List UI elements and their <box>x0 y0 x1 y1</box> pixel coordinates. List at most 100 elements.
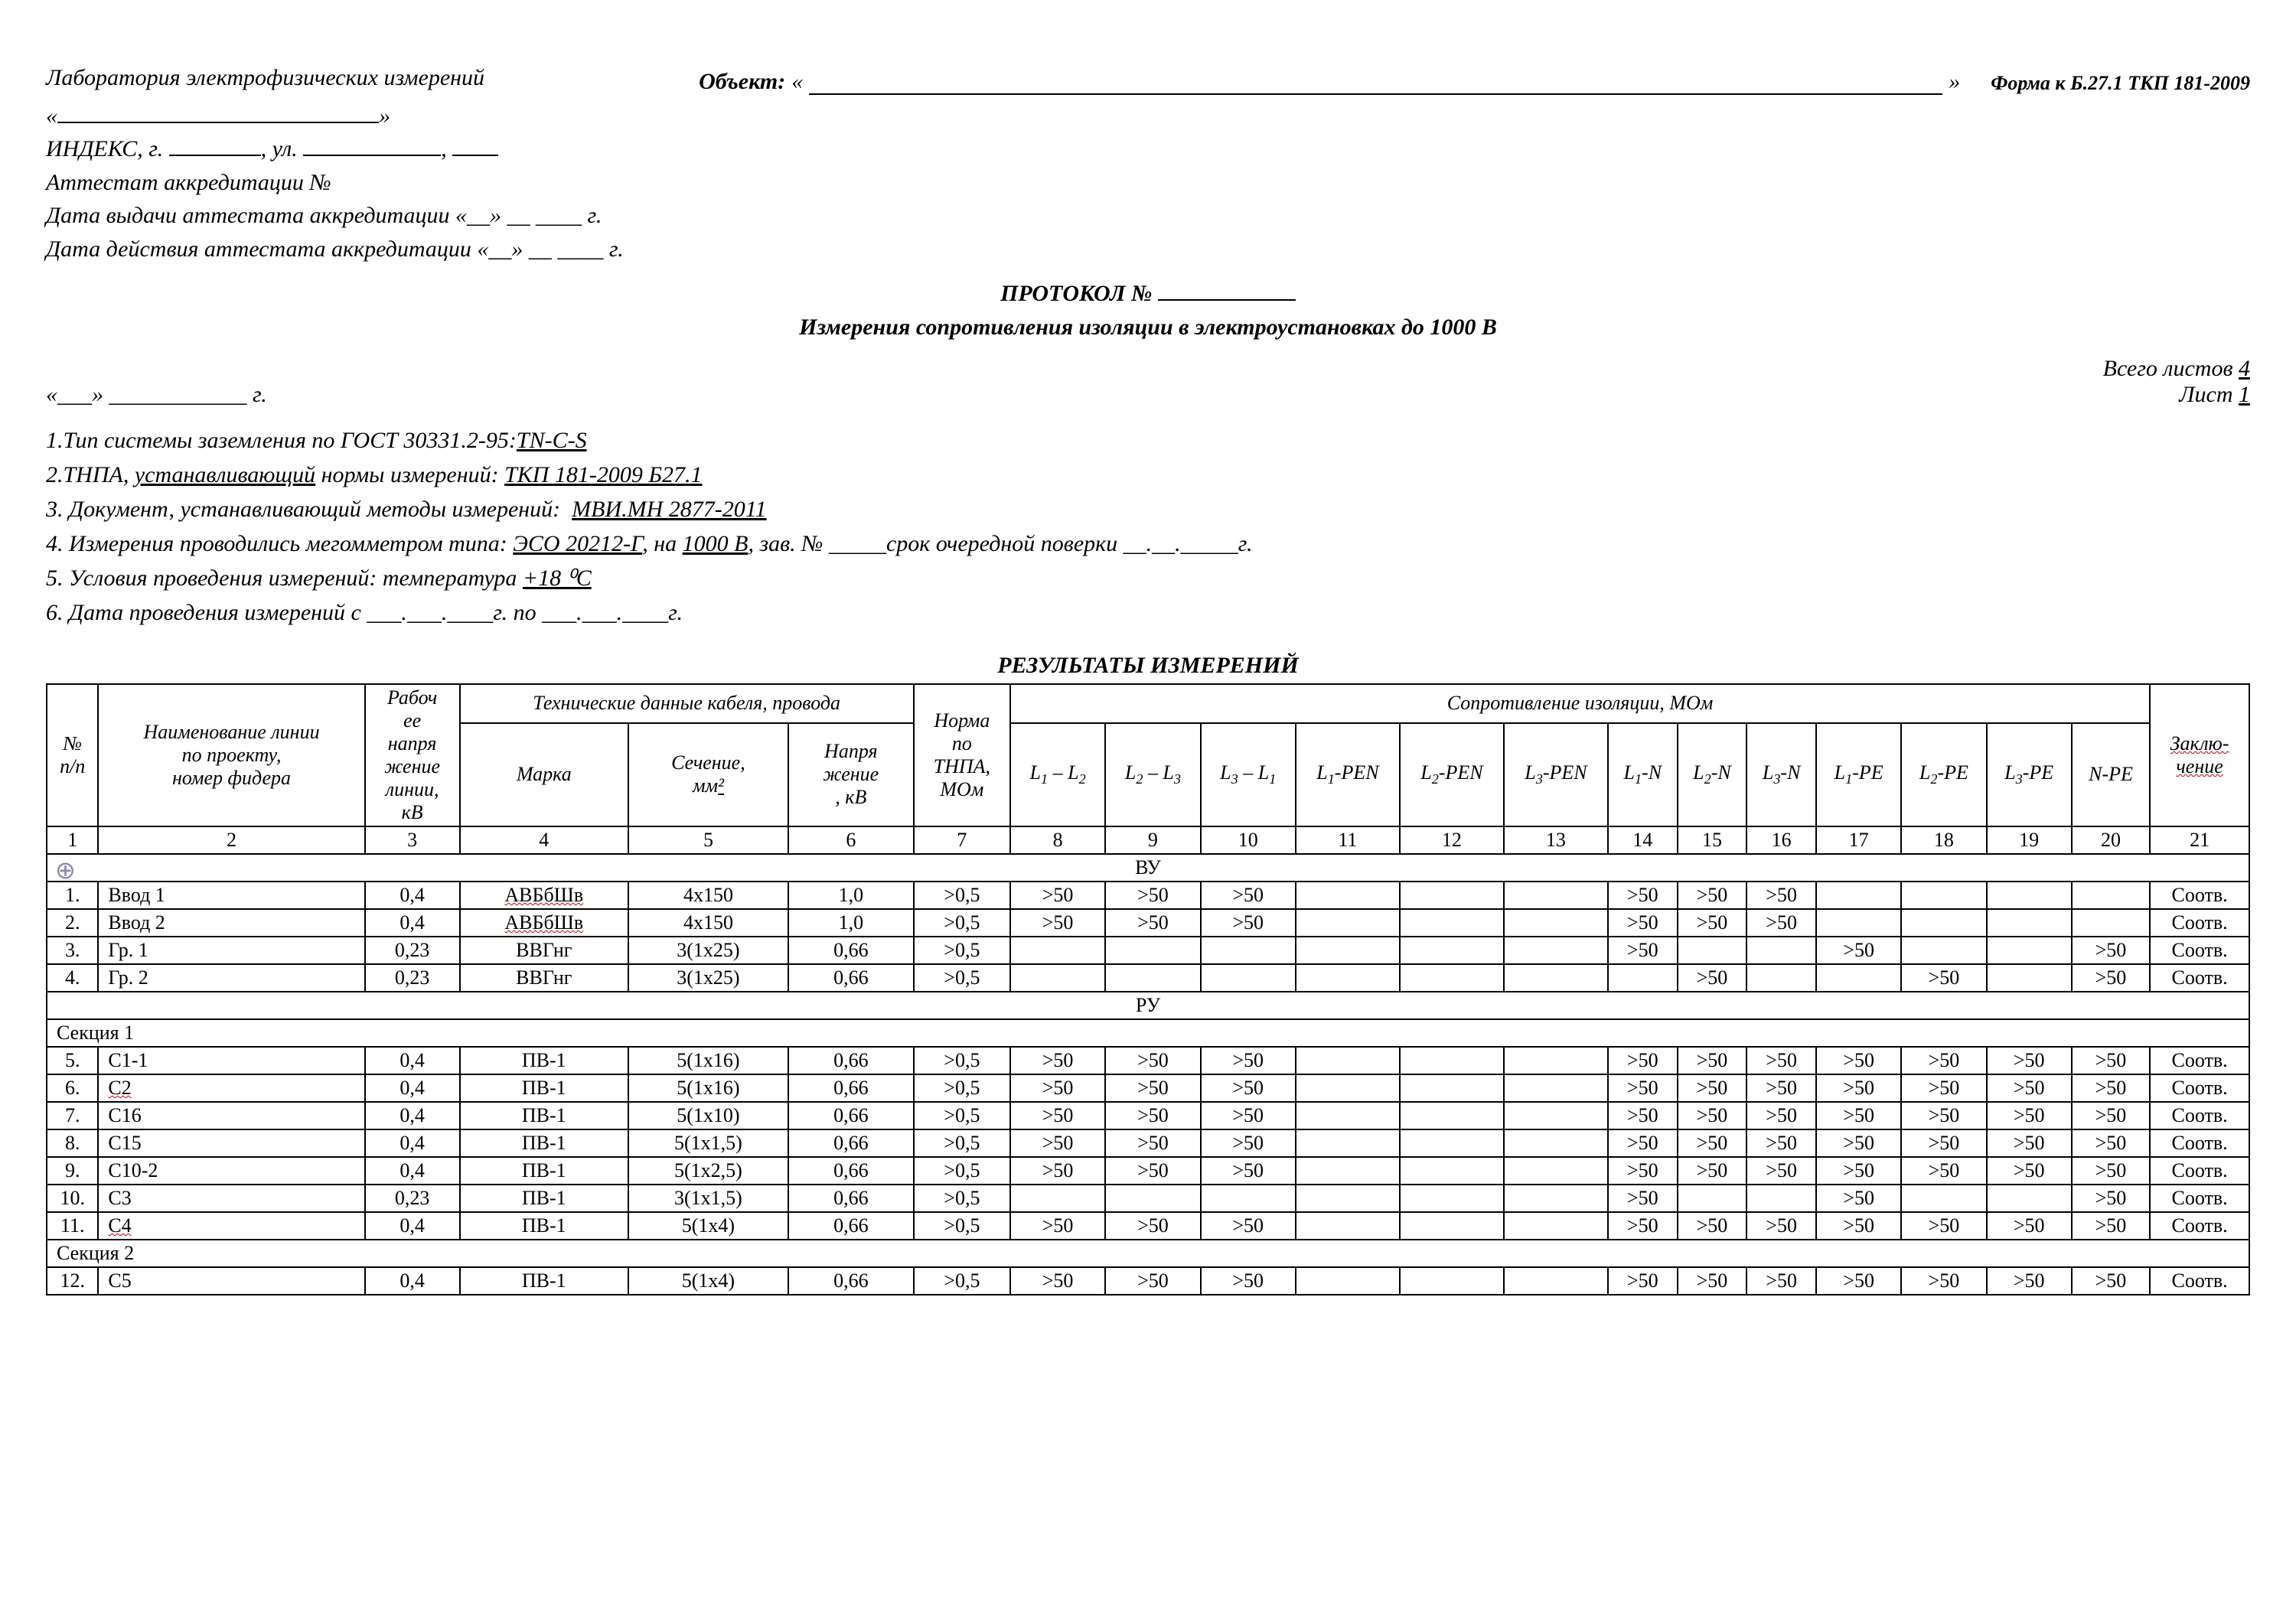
table-cell: 0,4 <box>365 1074 460 1102</box>
table-cell <box>1105 964 1200 992</box>
table-cell: >50 <box>1816 1185 1901 1212</box>
th-r1: L1 – L2 <box>1010 723 1105 826</box>
table-cell: 5(1х1,5) <box>628 1129 788 1157</box>
param-4: 4. Измерения проводились мегомметром тип… <box>46 526 2250 561</box>
table-cell <box>1987 1185 2072 1212</box>
table-cell: ПВ-1 <box>460 1212 628 1240</box>
table-cell <box>1201 937 1296 964</box>
table-cell: 3(1х1,5) <box>628 1185 788 1212</box>
table-cell: 0,4 <box>365 1129 460 1157</box>
table-cell: >50 <box>1901 1047 1986 1074</box>
table-cell <box>1746 937 1816 964</box>
table-cell: >50 <box>1678 1129 1747 1157</box>
table-cell: 0,4 <box>365 909 460 937</box>
table-cell: >50 <box>1201 1129 1296 1157</box>
table-cell: >0,5 <box>914 1129 1010 1157</box>
table-cell: 3. <box>47 937 98 964</box>
table-cell: 10. <box>47 1185 98 1212</box>
table-cell: С3 <box>98 1185 364 1212</box>
table-cell: >50 <box>1678 1157 1747 1185</box>
table-cell: >50 <box>1201 1212 1296 1240</box>
table-cell: 5(1х4) <box>628 1212 788 1240</box>
table-cell <box>1746 1185 1816 1212</box>
table-cell: Гр. 2 <box>98 964 364 992</box>
table-cell <box>1678 1185 1747 1212</box>
accreditation-issue-date: Дата выдачи аттестата аккредитации «__» … <box>46 199 2250 233</box>
table-cell: >50 <box>1010 1157 1105 1185</box>
table-cell <box>1400 1267 1504 1295</box>
table-cell: >50 <box>1901 1212 1986 1240</box>
table-cell: >50 <box>1105 882 1200 909</box>
table-cell: 1. <box>47 882 98 909</box>
table-cell <box>1010 937 1105 964</box>
table-cell: >50 <box>1010 1212 1105 1240</box>
th-colnum: 7 <box>914 826 1010 854</box>
table-cell: >50 <box>1816 1212 1901 1240</box>
table-cell: 0,4 <box>365 1047 460 1074</box>
table-cell <box>1901 882 1986 909</box>
table-cell: >50 <box>1678 1047 1747 1074</box>
table-cell: Соотв. <box>2150 882 2249 909</box>
table-cell: Соотв. <box>2150 1129 2249 1157</box>
table-cell: >0,5 <box>914 1267 1010 1295</box>
table-cell: >50 <box>2072 1212 2150 1240</box>
table-cell <box>1296 1185 1400 1212</box>
table-cell: 0,4 <box>365 1267 460 1295</box>
th-npp: №п/п <box>47 684 98 826</box>
table-cell: ПВ-1 <box>460 1102 628 1129</box>
th-colnum: 4 <box>460 826 628 854</box>
table-cell: ПВ-1 <box>460 1047 628 1074</box>
table-cell: 8. <box>47 1129 98 1157</box>
table-cell: >50 <box>1901 964 1986 992</box>
table-cell <box>1296 1129 1400 1157</box>
table-cell: АВБбШв <box>460 909 628 937</box>
sheet-number: Лист 1 <box>2103 382 2250 408</box>
protocol-date: «___» ____________ г. <box>46 382 267 408</box>
table-cell: >50 <box>1105 1129 1200 1157</box>
table-cell <box>1296 964 1400 992</box>
table-cell: >50 <box>2072 1185 2150 1212</box>
table-cell: >50 <box>1105 1074 1200 1102</box>
table-cell: >50 <box>1105 1047 1200 1074</box>
table-cell: >50 <box>1987 1267 2072 1295</box>
table-cell: 4х150 <box>628 909 788 937</box>
table-cell: >50 <box>2072 964 2150 992</box>
table-cell: >50 <box>1608 1267 1678 1295</box>
th-r4: L1-PEN <box>1296 723 1400 826</box>
table-cell <box>1504 1185 1608 1212</box>
table-cell: >50 <box>1010 882 1105 909</box>
table-cell: >50 <box>1201 1267 1296 1295</box>
th-r9: L3-N <box>1746 723 1816 826</box>
table-cell: 5(1х10) <box>628 1102 788 1129</box>
table-cell: С1-1 <box>98 1047 364 1074</box>
table-cell: 0,66 <box>788 1212 914 1240</box>
table-cell: Соотв. <box>2150 1102 2249 1129</box>
table-cell: Ввод 2 <box>98 909 364 937</box>
th-colnum: 13 <box>1504 826 1608 854</box>
table-cell: ПВ-1 <box>460 1074 628 1102</box>
table-cell <box>1987 882 2072 909</box>
table-cell: >50 <box>1901 1102 1986 1129</box>
param-5: 5. Условия проведения измерений: темпера… <box>46 561 2250 595</box>
th-cable-group: Технические данные кабеля, провода <box>460 684 914 723</box>
table-cell: С5 <box>98 1267 364 1295</box>
th-colnum: 3 <box>365 826 460 854</box>
table-cell: >50 <box>1105 1212 1200 1240</box>
table-cell <box>1296 937 1400 964</box>
table-cell: >50 <box>1987 1157 2072 1185</box>
table-cell: >50 <box>1746 1074 1816 1102</box>
table-cell: 5(1х16) <box>628 1074 788 1102</box>
table-cell <box>1400 909 1504 937</box>
table-cell: 5(1х16) <box>628 1047 788 1074</box>
table-cell: ПВ-1 <box>460 1157 628 1185</box>
table-cell: 1,0 <box>788 909 914 937</box>
protocol-label: ПРОТОКОЛ № <box>1000 281 1152 306</box>
th-voltage: Рабочеенапряжениелинии,кВ <box>365 684 460 826</box>
table-cell: >50 <box>1608 1185 1678 1212</box>
table-cell <box>2072 909 2150 937</box>
table-cell <box>1105 937 1200 964</box>
object-close-quote: » <box>1949 69 1960 95</box>
table-cell <box>1400 882 1504 909</box>
table-cell: >50 <box>1201 909 1296 937</box>
th-colnum: 12 <box>1400 826 1504 854</box>
